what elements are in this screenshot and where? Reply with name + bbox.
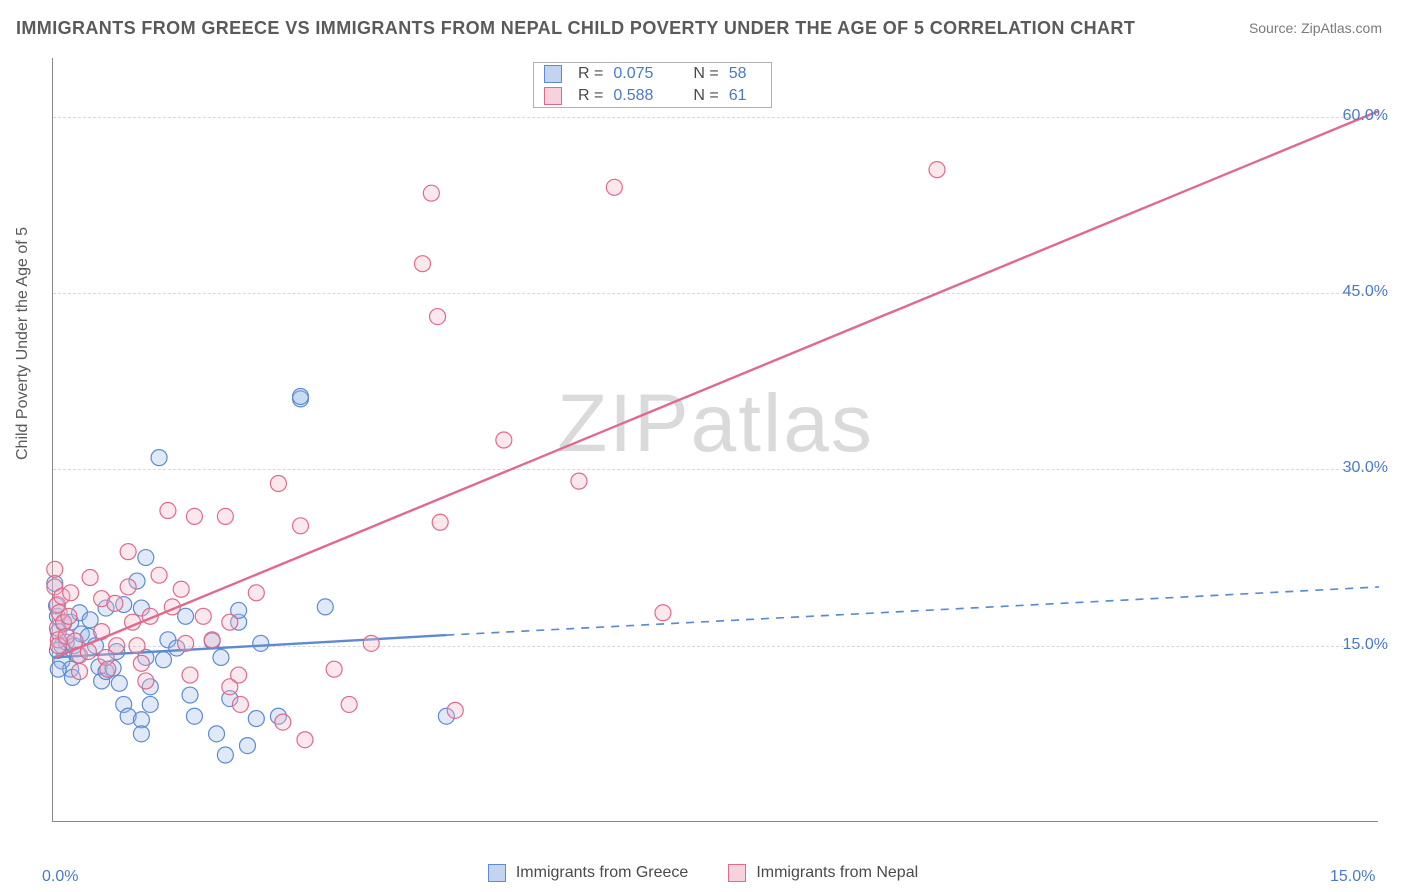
scatter-point [109, 638, 125, 654]
scatter-point [432, 514, 448, 530]
scatter-point [182, 667, 198, 683]
scatter-point [120, 544, 136, 560]
scatter-point [363, 635, 379, 651]
scatter-point [195, 608, 211, 624]
scatter-point [217, 747, 233, 763]
scatter-point [178, 635, 194, 651]
scatter-point [447, 702, 463, 718]
scatter-point [173, 581, 189, 597]
scatter-point [270, 475, 286, 491]
scatter-point [239, 738, 255, 754]
scatter-point [47, 561, 63, 577]
scatter-point [231, 667, 247, 683]
scatter-point [341, 696, 357, 712]
scatter-point [151, 450, 167, 466]
scatter-point [100, 661, 116, 677]
scatter-point [326, 661, 342, 677]
chart-title: IMMIGRANTS FROM GREECE VS IMMIGRANTS FRO… [16, 18, 1135, 39]
scatter-point [160, 503, 176, 519]
scatter-point [133, 726, 149, 742]
scatter-point [50, 661, 66, 677]
y-tick-30: 30.0% [1343, 459, 1388, 477]
source-attribution: Source: ZipAtlas.com [1249, 20, 1382, 36]
chart-svg [53, 58, 1378, 821]
y-tick-45: 45.0% [1343, 283, 1388, 301]
scatter-point [217, 508, 233, 524]
legend-label-nepal: Immigrants from Nepal [756, 864, 918, 882]
scatter-point [107, 595, 123, 611]
swatch-blue-icon [488, 864, 506, 882]
scatter-point [222, 614, 238, 630]
scatter-point [61, 608, 77, 624]
scatter-point [204, 632, 220, 648]
y-tick-15: 15.0% [1343, 636, 1388, 654]
bottom-legend: Immigrants from Greece Immigrants from N… [0, 864, 1406, 882]
y-tick-60: 60.0% [1343, 107, 1388, 125]
legend-item-nepal: Immigrants from Nepal [728, 864, 918, 882]
scatter-point [151, 567, 167, 583]
scatter-point [293, 518, 309, 534]
scatter-point [182, 687, 198, 703]
plot-area: ZIPatlas R = 0.075 N = 58 R = 0.588 N = … [52, 58, 1378, 822]
regression-line [56, 111, 1379, 658]
scatter-point [138, 550, 154, 566]
scatter-point [253, 635, 269, 651]
regression-line-extrapolated [446, 587, 1379, 635]
scatter-point [606, 179, 622, 195]
swatch-pink-icon [728, 864, 746, 882]
scatter-point [156, 652, 172, 668]
scatter-point [929, 162, 945, 178]
scatter-point [111, 675, 127, 691]
scatter-point [186, 508, 202, 524]
scatter-point [655, 605, 671, 621]
scatter-point [317, 599, 333, 615]
y-axis-label: Child Poverty Under the Age of 5 [14, 227, 32, 460]
legend-item-greece: Immigrants from Greece [488, 864, 688, 882]
scatter-point [63, 585, 79, 601]
scatter-point [571, 473, 587, 489]
scatter-point [297, 732, 313, 748]
scatter-point [82, 570, 98, 586]
scatter-point [213, 649, 229, 665]
scatter-point [430, 309, 446, 325]
scatter-point [293, 389, 309, 405]
legend-label-greece: Immigrants from Greece [516, 864, 688, 882]
scatter-point [142, 696, 158, 712]
scatter-point [120, 579, 136, 595]
scatter-point [275, 714, 291, 730]
scatter-point [186, 708, 202, 724]
scatter-point [248, 585, 264, 601]
scatter-point [415, 256, 431, 272]
scatter-point [133, 655, 149, 671]
scatter-point [496, 432, 512, 448]
scatter-point [423, 185, 439, 201]
scatter-point [232, 696, 248, 712]
scatter-point [129, 638, 145, 654]
scatter-point [72, 664, 88, 680]
scatter-point [209, 726, 225, 742]
scatter-point [248, 711, 264, 727]
scatter-point [138, 673, 154, 689]
